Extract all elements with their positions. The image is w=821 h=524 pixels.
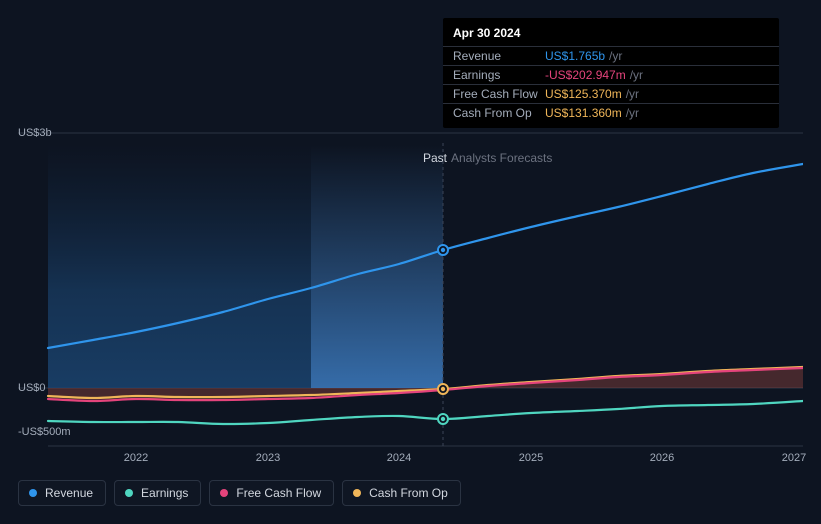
x-axis-tick-label: 2025 (519, 452, 543, 464)
forecast-section-label: Analysts Forecasts (451, 151, 552, 165)
legend-item-label: Revenue (45, 486, 93, 500)
tooltip-date: Apr 30 2024 (443, 24, 779, 46)
datapoint-tooltip: Apr 30 2024 RevenueUS$1.765b/yrEarnings-… (443, 18, 779, 128)
tooltip-metric-value: -US$202.947m (545, 68, 626, 82)
tooltip-metric-value: US$131.360m (545, 106, 622, 120)
past-section-label: Past (423, 151, 447, 165)
x-axis-tick-label: 2026 (650, 452, 674, 464)
x-axis-tick-label: 2024 (387, 452, 411, 464)
y-axis-tick-label: -US$500m (18, 426, 71, 438)
legend-item-label: Cash From Op (369, 486, 448, 500)
tooltip-metric-unit: /yr (630, 68, 643, 82)
tooltip-metric-unit: /yr (626, 87, 639, 101)
legend-swatch-icon (220, 489, 228, 497)
tooltip-row: Earnings-US$202.947m/yr (443, 65, 779, 84)
tooltip-metric-value: US$1.765b (545, 49, 605, 63)
tooltip-metric-label: Earnings (453, 68, 545, 82)
tooltip-metric-label: Free Cash Flow (453, 87, 545, 101)
tooltip-metric-unit: /yr (609, 49, 622, 63)
tooltip-row: RevenueUS$1.765b/yr (443, 46, 779, 65)
tooltip-metric-value: US$125.370m (545, 87, 622, 101)
tooltip-metric-label: Cash From Op (453, 106, 545, 120)
x-axis-tick-label: 2022 (124, 452, 148, 464)
legend-swatch-icon (353, 489, 361, 497)
legend-swatch-icon (125, 489, 133, 497)
y-axis-tick-label: US$0 (18, 382, 46, 394)
legend-item-fcf[interactable]: Free Cash Flow (209, 480, 334, 506)
legend-item-label: Free Cash Flow (236, 486, 321, 500)
tooltip-row: Free Cash FlowUS$125.370m/yr (443, 84, 779, 103)
tooltip-row: Cash From OpUS$131.360m/yr (443, 103, 779, 122)
x-axis-tick-label: 2023 (256, 452, 280, 464)
tooltip-metric-unit: /yr (626, 106, 639, 120)
legend-item-earnings[interactable]: Earnings (114, 480, 201, 506)
legend-item-cash_op[interactable]: Cash From Op (342, 480, 461, 506)
legend-swatch-icon (29, 489, 37, 497)
tooltip-metric-label: Revenue (453, 49, 545, 63)
financials-chart: US$3b US$0 -US$500m 2022 2023 2024 2025 2026 20… (18, 18, 803, 506)
legend-item-label: Earnings (141, 486, 188, 500)
x-axis-tick-label: 2027 (782, 452, 806, 464)
chart-legend: Revenue Earnings Free Cash Flow Cash From O… (18, 480, 461, 506)
legend-item-revenue[interactable]: Revenue (18, 480, 106, 506)
y-axis-tick-label: US$3b (18, 127, 52, 139)
